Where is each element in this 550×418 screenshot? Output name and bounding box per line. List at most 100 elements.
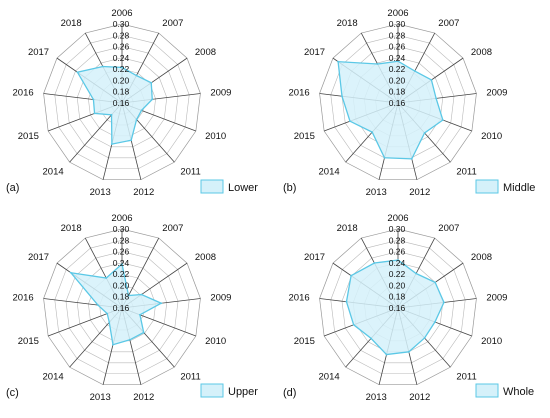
data-point [135, 74, 138, 77]
radial-tick-label: 0.28 [389, 30, 406, 40]
data-point [151, 98, 154, 101]
grid-ring [65, 251, 179, 364]
data-point [139, 313, 141, 316]
panel-label: (b) [283, 182, 296, 194]
axis-label-2018: 2018 [337, 223, 358, 234]
axis-label-2015: 2015 [294, 131, 315, 142]
data-point [97, 304, 99, 306]
axis-label-2015: 2015 [18, 336, 39, 347]
radial-tick-label: 0.26 [389, 247, 406, 257]
data-point [434, 281, 437, 284]
axis-label-2014: 2014 [319, 372, 340, 383]
data-point [150, 81, 153, 84]
data-point [370, 337, 372, 340]
grid-ring [330, 239, 466, 375]
radial-tick-label: 0.24 [389, 258, 406, 268]
axis-label-2015: 2015 [18, 131, 39, 142]
data-point [140, 293, 143, 296]
legend-swatch [200, 179, 224, 194]
axis-label-2007: 2007 [438, 223, 459, 234]
radial-tick-label: 0.28 [113, 30, 130, 40]
radial-tick-label: 0.22 [389, 269, 406, 279]
data-point [441, 119, 444, 121]
axis-label-2018: 2018 [61, 18, 82, 29]
data-point [423, 337, 426, 339]
data-point [434, 321, 436, 323]
axis-label-2010: 2010 [481, 336, 502, 347]
data-point [413, 70, 416, 72]
data-point [92, 98, 95, 101]
axis-label-2013: 2013 [366, 392, 387, 403]
data-point [407, 350, 410, 353]
data-point [423, 132, 426, 134]
data-point [130, 139, 133, 142]
legend-label: Middle [503, 182, 535, 194]
axis-label-2013: 2013 [366, 187, 387, 198]
radial-tick-label: 0.24 [113, 53, 130, 63]
radial-tick-label: 0.20 [113, 75, 130, 85]
axis-label-2012: 2012 [409, 187, 430, 198]
grid-ring [54, 239, 190, 375]
radial-tick-label: 0.22 [113, 64, 130, 74]
axis-label-2011: 2011 [180, 372, 200, 383]
radial-tick-label: 0.18 [389, 87, 406, 97]
axis-label-2012: 2012 [409, 392, 430, 403]
axis-label-2011: 2011 [456, 372, 476, 383]
axis-label-2014: 2014 [43, 372, 64, 383]
grid-ring [319, 23, 477, 181]
legend: Whole [475, 383, 534, 398]
grid-ring [65, 46, 179, 159]
data-point [345, 300, 348, 303]
grid-ring [43, 23, 201, 181]
data-point [76, 71, 79, 74]
axis-label-2006: 2006 [111, 213, 132, 224]
axis-label-2012: 2012 [133, 392, 154, 403]
data-point [352, 323, 355, 326]
axis-label-2008: 2008 [195, 252, 216, 263]
radial-tick-label: 0.18 [113, 87, 130, 97]
panel-label: (c) [6, 387, 19, 399]
data-point [110, 113, 113, 116]
radial-tick-label: 0.30 [113, 224, 130, 234]
data-point [105, 277, 108, 279]
data-point [127, 294, 130, 297]
axis-label-2012: 2012 [133, 187, 154, 198]
axis-label-2013: 2013 [90, 187, 111, 198]
axis-label-2017: 2017 [28, 47, 49, 58]
axis-label-2017: 2017 [28, 252, 49, 263]
series-area [345, 259, 445, 356]
radial-tick-label: 0.30 [389, 224, 406, 234]
data-point [385, 353, 388, 356]
series-area [76, 65, 153, 145]
data-point [121, 66, 123, 69]
axis-label-2008: 2008 [471, 47, 492, 58]
grid-ring [54, 34, 190, 170]
data-point [373, 262, 376, 264]
data-point [443, 301, 445, 304]
data-point [350, 274, 352, 277]
axis-label-2007: 2007 [162, 223, 183, 234]
legend-label: Whole [503, 386, 534, 398]
axis-label-2009: 2009 [210, 88, 231, 99]
data-point [435, 97, 437, 100]
axis-label-2014: 2014 [319, 167, 340, 178]
axis-label-2006: 2006 [387, 213, 408, 224]
data-point [93, 112, 96, 115]
radial-tick-label: 0.20 [389, 280, 406, 290]
legend: Middle [475, 179, 535, 194]
legend: Lower [200, 179, 258, 194]
axis-label-2011: 2011 [456, 167, 476, 178]
axis-label-2008: 2008 [195, 47, 216, 58]
legend-label: Upper [228, 386, 258, 398]
data-point [397, 60, 399, 63]
series-area [337, 60, 444, 160]
axis-label-2016: 2016 [13, 293, 34, 304]
axis-label-2014: 2014 [43, 167, 64, 178]
data-point [128, 338, 131, 341]
radial-tick-label: 0.20 [113, 280, 130, 290]
axis-label-2007: 2007 [162, 18, 183, 29]
legend-swatch [475, 179, 499, 194]
panel-label: (a) [6, 182, 19, 194]
